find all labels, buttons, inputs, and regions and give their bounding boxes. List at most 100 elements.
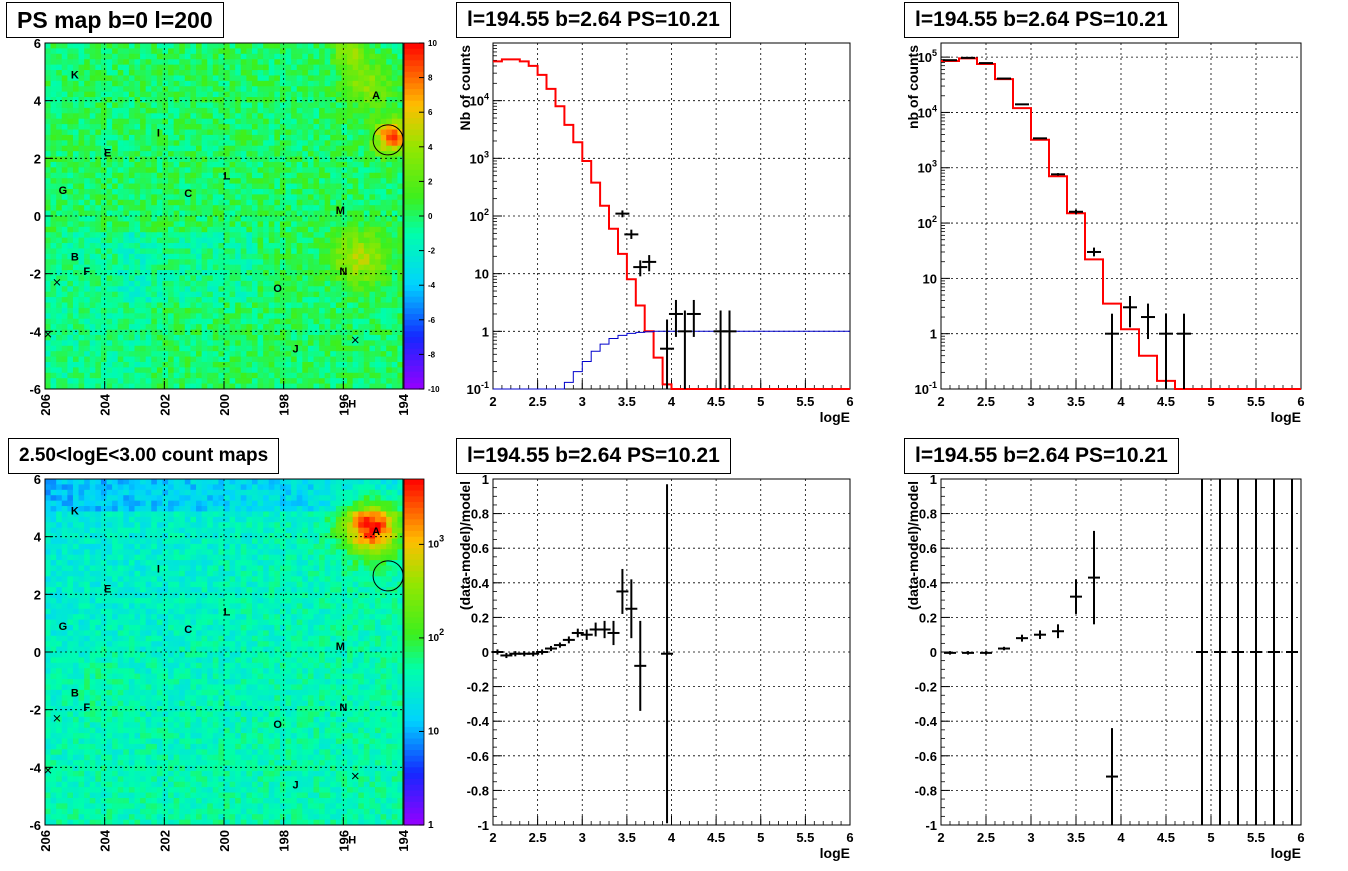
- panel1-map-pixel: [196, 253, 203, 260]
- panel1-map-pixel: [173, 129, 180, 136]
- panel1-map-pixel: [257, 140, 264, 147]
- panel1-map-pixel: [386, 48, 393, 55]
- panel1-map-pixel: [151, 199, 158, 206]
- panel1-colorbar-cell: [404, 354, 424, 361]
- panel1-map-pixel: [246, 43, 253, 49]
- panel1-map-pixel: [386, 129, 393, 136]
- panel1-map-pixel: [218, 378, 225, 385]
- panel1-map-pixel: [324, 113, 331, 120]
- panel1-map-pixel: [184, 286, 191, 293]
- panel1-map-pixel: [145, 140, 152, 147]
- panel3-y-tick-label-base: 10: [918, 161, 932, 176]
- panel1-map-pixel: [67, 43, 74, 49]
- panel1-map-pixel: [257, 318, 264, 325]
- panel1-map-pixel: [196, 286, 203, 293]
- panel1-map-pixel: [89, 167, 96, 174]
- panel1-map-pixel: [369, 216, 376, 222]
- panel1-map-pixel: [134, 313, 141, 320]
- panel1-map-pixel: [145, 248, 152, 255]
- panel1-map-pixel: [279, 313, 287, 320]
- panel1-map-pixel: [296, 80, 303, 87]
- panel1-map-pixel: [50, 334, 57, 341]
- panel1-map-pixel: [128, 113, 135, 120]
- panel4-map-pixel: [45, 711, 52, 718]
- panel1-colorbar-cell: [404, 377, 424, 384]
- panel1-map-pixel: [279, 178, 287, 185]
- panel4-map-pixel: [61, 592, 68, 599]
- panel1-map-pixel: [95, 361, 102, 368]
- panel1-map-pixel: [291, 43, 298, 49]
- panel1-map-pixel: [145, 97, 152, 103]
- panel1-map-pixel: [45, 372, 52, 379]
- panel1-map-pixel: [279, 243, 287, 249]
- panel1-map-pixel: [224, 351, 231, 358]
- panel1-map-pixel: [263, 129, 270, 136]
- panel1-map-pixel: [391, 172, 398, 179]
- panel1-map-pixel: [313, 205, 320, 212]
- panel4-map-pixel: [45, 597, 52, 604]
- panel1-map-pixel: [151, 221, 158, 228]
- panel1-map-pixel: [229, 161, 236, 168]
- panel1-map-pixel: [100, 286, 108, 293]
- panel1-map-pixel: [224, 237, 231, 244]
- panel1-map-pixel: [61, 151, 68, 158]
- panel1-map-pixel: [61, 97, 68, 103]
- panel1-map-pixel: [89, 221, 96, 228]
- panel1-map-pixel: [95, 140, 102, 147]
- panel1-map-pixel: [240, 64, 247, 71]
- panel1-map-pixel: [100, 59, 108, 66]
- panel1-map-pixel: [179, 53, 186, 60]
- panel1-map-pixel: [229, 248, 236, 255]
- panel1-map-pixel: [324, 151, 331, 158]
- panel1-map-pixel: [380, 70, 387, 76]
- panel1-map-pixel: [184, 318, 191, 325]
- panel1-map-pixel: [224, 210, 231, 217]
- panel1-map-pixel: [341, 221, 348, 228]
- panel1-map-pixel: [363, 205, 370, 212]
- panel1-map-pixel: [162, 361, 169, 368]
- panel1-map-pixel: [386, 210, 393, 217]
- panel4-map-pixel: [50, 511, 57, 518]
- panel1-map-pixel: [168, 275, 175, 282]
- panel1-map-pixel: [100, 270, 108, 276]
- panel1-map-pixel: [196, 91, 203, 98]
- panel4-map-pixel: [72, 619, 80, 626]
- panel1-map-pixel: [380, 172, 387, 179]
- panel1-map-pixel: [257, 286, 264, 293]
- panel1-map-pixel: [235, 351, 242, 358]
- panel1-map-pixel: [274, 183, 281, 190]
- panel4-map-pixel: [50, 576, 57, 583]
- panel1-map-pixel: [279, 134, 287, 141]
- panel1-map-pixel: [324, 118, 331, 125]
- panel1-map-pixel: [363, 91, 370, 98]
- panel1-map-pixel: [162, 367, 169, 374]
- panel1-map-pixel: [218, 324, 225, 331]
- panel1-map-pixel: [257, 151, 264, 158]
- panel1-map-pixel: [106, 75, 113, 82]
- panel1-map-pixel: [173, 53, 180, 60]
- panel1-map-pixel: [285, 275, 292, 282]
- panel1-colorbar-label: -4: [428, 281, 436, 290]
- panel1-map-pixel: [397, 334, 404, 341]
- panel1-map-pixel: [268, 107, 275, 114]
- panel4-map-pixel: [67, 489, 74, 496]
- panel1-map-pixel: [268, 270, 275, 276]
- panel1-map-pixel: [369, 329, 376, 336]
- panel1-map-pixel: [330, 307, 337, 314]
- panel1-map-pixel: [251, 345, 259, 352]
- panel1-map-pixel: [123, 151, 130, 158]
- panel1-map-pixel: [341, 210, 348, 217]
- panel1-map-pixel: [168, 53, 175, 60]
- panel1-map-pixel: [106, 59, 113, 66]
- panel1-map-pixel: [279, 70, 287, 76]
- panel1-map-pixel: [324, 361, 331, 368]
- panel1-map-pixel: [268, 253, 275, 260]
- panel1-map-pixel: [313, 188, 320, 195]
- panel4-map-pixel: [56, 738, 63, 745]
- panel1-map-pixel: [145, 80, 152, 87]
- panel1-map-pixel: [140, 134, 147, 141]
- panel1-map-pixel: [151, 43, 158, 49]
- panel4-map-pixel: [56, 527, 63, 534]
- panel1-map-pixel: [246, 183, 253, 190]
- panel1-map-pixel: [84, 80, 91, 87]
